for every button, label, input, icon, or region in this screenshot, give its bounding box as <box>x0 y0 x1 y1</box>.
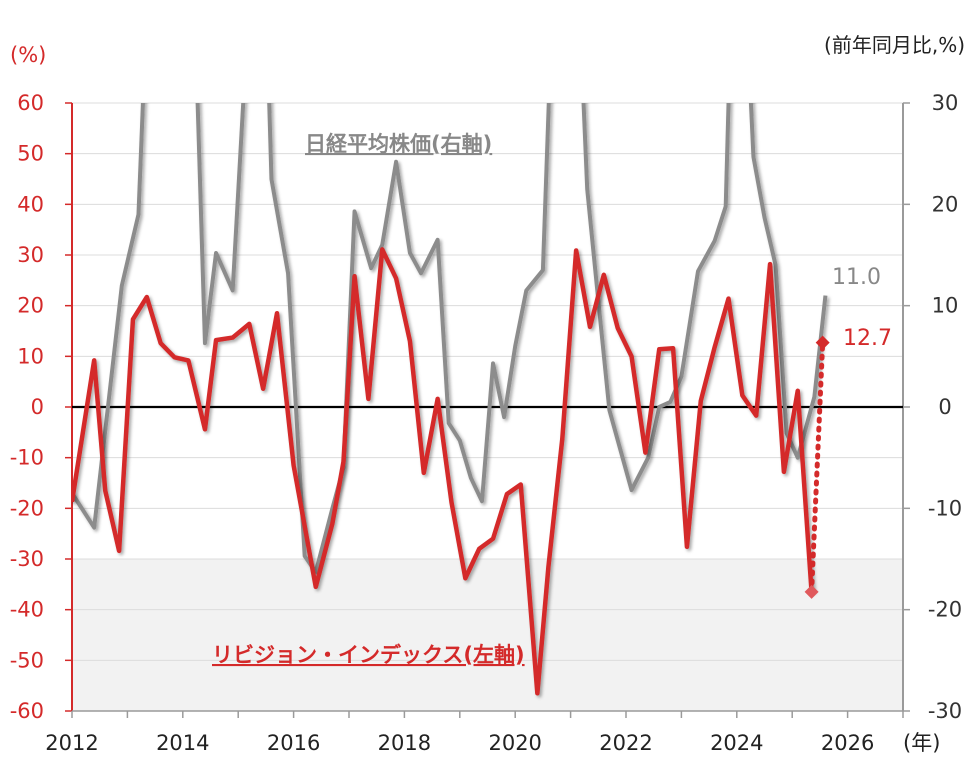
x-tick-label: 2016 <box>267 731 320 755</box>
left-tick-label: 50 <box>17 142 44 166</box>
series-label-revision-index: リビジョン・インデックス(左軸) <box>212 643 525 667</box>
right-tick-label: -10 <box>928 496 962 520</box>
marker-revision-start <box>804 584 819 599</box>
left-tick-label: 20 <box>17 294 44 318</box>
x-tick-label: 2018 <box>378 731 431 755</box>
end-label-nikkei: 11.0 <box>832 265 881 290</box>
right-tick-label: 30 <box>932 91 959 115</box>
x-axis-ticks: 2012 2014 2016 2018 2020 2022 2024 2026 <box>45 711 904 755</box>
x-tick-label: 2014 <box>156 731 209 755</box>
right-axis-unit: (前年同月比,%) <box>824 33 965 57</box>
x-tick-label: 2026 <box>821 731 874 755</box>
forecast-dotted-line <box>809 340 826 595</box>
left-tick-label: -10 <box>10 446 44 470</box>
x-axis-unit: (年) <box>903 731 940 755</box>
right-tick-label: -30 <box>928 699 962 723</box>
left-tick-label: -60 <box>10 699 44 723</box>
left-axis-ticks: 60 50 40 30 20 10 0 -10 -20 -30 -40 -50 -60 <box>10 91 72 723</box>
series-line-revision-index <box>72 247 814 696</box>
series-lines <box>72 103 830 696</box>
marker-revision-end <box>815 335 830 350</box>
x-tick-label: 2022 <box>599 731 652 755</box>
left-tick-label: 10 <box>17 344 44 368</box>
right-tick-label: 10 <box>932 294 959 318</box>
left-axis-unit: (%) <box>10 43 46 67</box>
end-label-revision-index: 12.7 <box>843 326 892 351</box>
series-labels: (%) (前年同月比,%) (年) 日経平均株価(右軸) リビジョン・インデック… <box>10 33 965 755</box>
x-tick-label: 2024 <box>710 731 763 755</box>
left-tick-label: 60 <box>17 91 44 115</box>
shaded-band-rect <box>72 559 903 711</box>
x-tick-label: 2020 <box>488 731 541 755</box>
right-tick-label: -20 <box>928 598 962 622</box>
left-tick-label: 0 <box>31 395 44 419</box>
left-tick-label: -20 <box>10 496 44 520</box>
right-tick-label: 0 <box>938 395 951 419</box>
left-tick-label: -50 <box>10 648 44 672</box>
left-tick-label: 30 <box>17 243 44 267</box>
left-tick-label: -30 <box>10 547 44 571</box>
shaded-band <box>72 559 903 711</box>
right-tick-label: 20 <box>932 192 959 216</box>
series-label-nikkei: 日経平均株価(右軸) <box>305 132 492 156</box>
x-tick-label: 2012 <box>45 731 98 755</box>
left-tick-label: 40 <box>17 192 44 216</box>
right-axis-ticks: 30 20 10 0 -10 -20 -30 <box>903 91 962 723</box>
left-tick-label: -40 <box>10 598 44 622</box>
series-line-nikkei <box>72 103 828 575</box>
